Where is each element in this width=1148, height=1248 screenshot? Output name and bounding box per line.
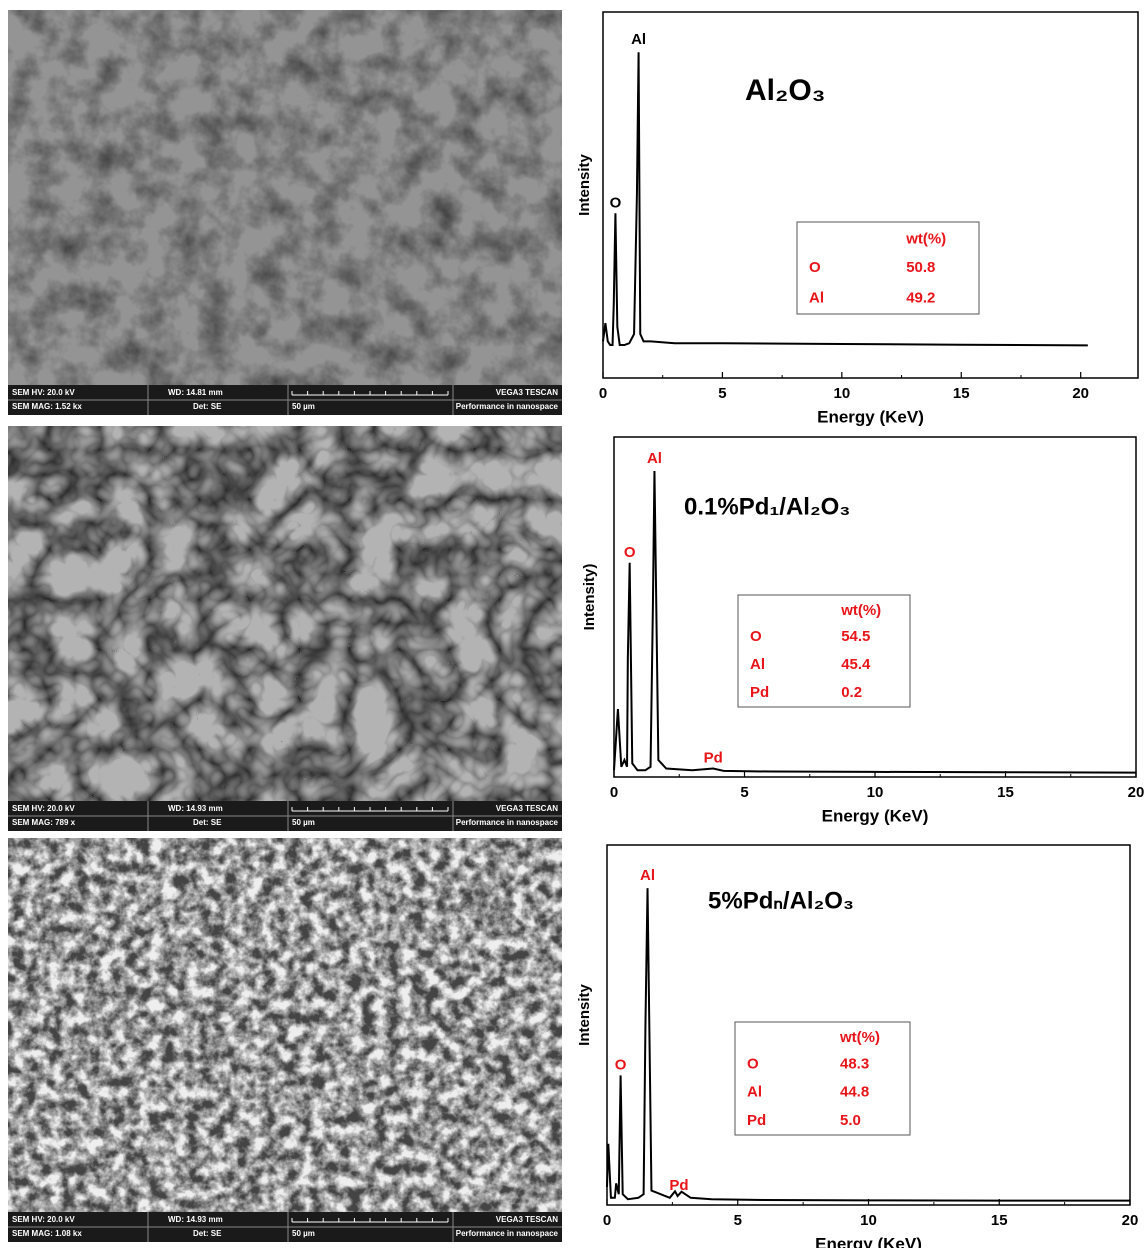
info-text: Performance in nanospace — [456, 402, 559, 411]
x-tick-label: 0 — [603, 1212, 611, 1229]
table-header: wt(%) — [839, 1029, 880, 1046]
chart-title: 5%Pdₙ/Al₂O₃ — [708, 887, 854, 914]
peak-label: Pd — [704, 749, 723, 766]
info-text: VEGA3 TESCAN — [496, 804, 558, 813]
table-value: 48.3 — [840, 1055, 869, 1072]
table-element: Al — [747, 1084, 762, 1101]
composition-table — [796, 221, 980, 315]
info-text: Performance in nanospace — [456, 1229, 559, 1238]
composition-table — [734, 1021, 911, 1136]
peak-label: Al — [631, 31, 646, 48]
info-text: 50 µm — [292, 402, 315, 411]
peak-label: Al — [647, 450, 662, 467]
info-text: SEM HV: 20.0 kV — [12, 1215, 75, 1224]
x-tick-label: 0 — [610, 784, 618, 801]
x-tick-label: 5 — [718, 385, 726, 402]
info-text: 50 µm — [292, 1229, 315, 1238]
composition-table — [737, 594, 911, 708]
plot-frame — [602, 11, 1139, 379]
info-text: SEM HV: 20.0 kV — [12, 804, 75, 813]
x-tick-label: 10 — [860, 1212, 877, 1229]
table-element: O — [750, 628, 762, 645]
peak-label: O — [624, 544, 636, 561]
spectrum — [613, 470, 1137, 774]
table-element: O — [747, 1055, 759, 1072]
x-tick-label: 15 — [953, 385, 970, 402]
x-tick-label: 20 — [1128, 784, 1145, 801]
peak-label: Al — [640, 867, 655, 884]
table-value: 0.2 — [841, 684, 862, 701]
info-text: WD: 14.93 mm — [168, 1215, 223, 1224]
spectrum — [606, 888, 1130, 1202]
table-value: 50.8 — [906, 259, 935, 276]
x-axis-label: Energy (KeV) — [817, 407, 924, 426]
table-element: Al — [809, 290, 824, 307]
table-element: Al — [750, 656, 765, 673]
info-text: WD: 14.81 mm — [168, 388, 223, 397]
table-value: 45.4 — [841, 656, 871, 673]
x-tick-label: 0 — [599, 385, 607, 402]
info-text: Det: SE — [193, 1229, 222, 1238]
x-tick-label: 20 — [1122, 1212, 1139, 1229]
table-element: Pd — [747, 1112, 766, 1129]
table-value: 49.2 — [906, 290, 935, 307]
peak-label: O — [610, 194, 622, 211]
table-element: Pd — [750, 684, 769, 701]
table-value: 54.5 — [841, 628, 870, 645]
info-text: Det: SE — [193, 818, 222, 827]
x-tick-label: 15 — [997, 784, 1014, 801]
x-tick-label: 5 — [734, 1212, 742, 1229]
info-text: Performance in nanospace — [456, 818, 559, 827]
spectrum — [602, 52, 1088, 347]
info-text: 50 µm — [292, 818, 315, 827]
x-tick-label: 10 — [867, 784, 884, 801]
info-text: SEM MAG: 789 x — [12, 818, 76, 827]
table-value: 5.0 — [840, 1112, 861, 1129]
y-axis-label: Intensity) — [581, 564, 598, 631]
y-axis-label: Intensity — [576, 984, 593, 1046]
x-tick-label: 5 — [740, 784, 748, 801]
chart-title: Al₂O₃ — [745, 74, 826, 107]
sem-texture — [8, 426, 562, 801]
x-tick-label: 15 — [991, 1212, 1008, 1229]
x-tick-label: 20 — [1072, 385, 1089, 402]
sem-texture — [8, 10, 562, 385]
table-value: 44.8 — [840, 1084, 869, 1101]
table-element: O — [809, 259, 821, 276]
table-header: wt(%) — [905, 230, 946, 247]
info-text: VEGA3 TESCAN — [496, 388, 558, 397]
x-tick-label: 10 — [833, 385, 850, 402]
info-text: SEM MAG: 1.08 kx — [12, 1229, 82, 1238]
info-text: SEM MAG: 1.52 kx — [12, 402, 82, 411]
table-header: wt(%) — [840, 602, 881, 619]
info-text: SEM HV: 20.0 kV — [12, 388, 75, 397]
sem-texture — [8, 838, 562, 1212]
peak-label: Pd — [669, 1177, 688, 1194]
info-text: WD: 14.93 mm — [168, 804, 223, 813]
y-axis-label: Intensity — [576, 154, 593, 216]
chart-title: 0.1%Pd₁/Al₂O₃ — [684, 493, 850, 520]
info-text: VEGA3 TESCAN — [496, 1215, 558, 1224]
peak-label: O — [615, 1056, 627, 1073]
x-axis-label: Energy (KeV) — [822, 806, 929, 825]
x-axis-label: Energy (KeV) — [815, 1234, 922, 1248]
info-text: Det: SE — [193, 402, 222, 411]
